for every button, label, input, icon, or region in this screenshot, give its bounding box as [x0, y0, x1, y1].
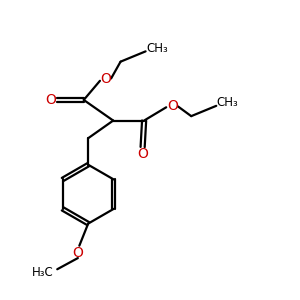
Text: O: O — [137, 147, 148, 161]
Text: O: O — [45, 93, 56, 107]
Text: H₃C: H₃C — [32, 266, 53, 279]
Text: CH₃: CH₃ — [146, 42, 168, 55]
Text: O: O — [72, 246, 83, 260]
Text: CH₃: CH₃ — [217, 96, 238, 110]
Text: O: O — [100, 72, 111, 86]
Text: O: O — [167, 99, 178, 113]
